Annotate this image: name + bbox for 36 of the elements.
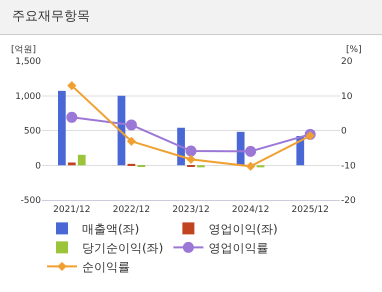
point [245, 146, 256, 157]
x-tick-label: 2021/12 [53, 204, 90, 215]
point [67, 81, 76, 90]
legend-label: 당기순이익(좌) [82, 241, 164, 256]
y2-tick-label: -20 [341, 196, 356, 206]
x-tick-label: 2025/12 [292, 204, 329, 215]
y2-tick-label: 10 [341, 92, 353, 102]
bar [68, 162, 76, 166]
legend-label: 매출액(좌) [82, 222, 140, 236]
x-tick-label: 2022/12 [112, 204, 150, 215]
y-tick-label: 1,000 [15, 92, 42, 102]
y2-axis-title: [%] [346, 45, 362, 55]
legend-label: 영업이익(좌) [208, 222, 278, 236]
y-tick-label: 500 [24, 126, 42, 137]
legend-label: 순이익률 [82, 260, 130, 274]
point [66, 112, 78, 123]
y-tick-label: 0 [35, 161, 42, 172]
chart-title: 주요재무항목 [0, 0, 382, 35]
x-tick-label: 2023/12 [172, 204, 210, 215]
bar [78, 154, 86, 166]
bar [118, 96, 126, 166]
bar [58, 90, 66, 166]
point [186, 146, 196, 156]
point [126, 136, 136, 146]
point [186, 154, 196, 164]
x-tick-label: 2024/12 [232, 204, 270, 215]
y2-tick-label: 0 [341, 126, 347, 137]
legend-label: 영업이익률 [208, 241, 268, 256]
point [306, 131, 315, 140]
point [126, 119, 137, 130]
y-tick-label: -500 [20, 196, 42, 206]
y-tick-label: 1,500 [15, 57, 42, 68]
y2-tick-label: -10 [341, 161, 356, 172]
y2-tick-label: 20 [341, 57, 353, 68]
y-axis-title: [억원] [11, 45, 36, 55]
point [246, 162, 256, 171]
